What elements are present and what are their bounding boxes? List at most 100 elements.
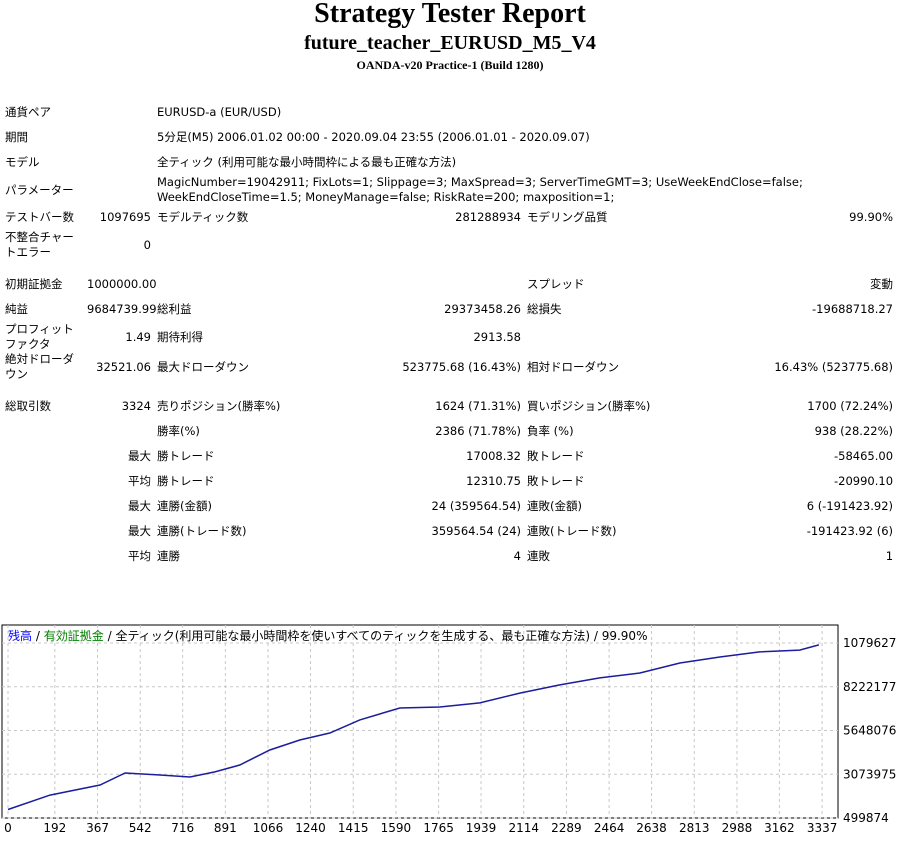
x-tick-label: 716: [171, 821, 194, 835]
field-label: 総利益: [157, 302, 192, 316]
report-row: 平均 連勝 4 連敗 1: [2, 544, 896, 569]
field-value: 平均: [128, 549, 151, 563]
field-label: 絶対ドローダウン: [5, 352, 74, 381]
field-value: 9684739.99: [87, 302, 157, 316]
field-value: 359564.54 (24): [431, 524, 521, 538]
field-value: [336, 272, 524, 297]
field-label: 総損失: [527, 302, 562, 316]
field-label: 勝率(%): [157, 424, 200, 438]
field-label: 初期証拠金: [5, 277, 63, 291]
x-tick-label: 2988: [722, 821, 753, 835]
x-tick-label: 3337: [807, 821, 838, 835]
field-value: [710, 322, 896, 352]
legend-balance: 残高: [8, 628, 32, 643]
row-value: MagicNumber=19042911; FixLots=1; Slippag…: [157, 175, 803, 204]
field-value: 12310.75: [466, 474, 521, 488]
field-value: 29373458.26: [444, 302, 521, 316]
x-tick-label: 1240: [295, 821, 326, 835]
x-tick-label: 3162: [764, 821, 795, 835]
y-tick-label: 3073975: [843, 767, 896, 781]
field-label: 純益: [5, 302, 28, 316]
field-value: 平均: [128, 474, 151, 488]
x-tick-label: 2114: [508, 821, 539, 835]
field-label: 相対ドローダウン: [527, 359, 619, 374]
legend-description: 全ティック(利用可能な最小時間枠を使いすべてのティックを生成する、最も正確な方法…: [115, 628, 647, 643]
row-label: 通貨ペア: [5, 105, 51, 119]
build-info: OANDA-v20 Practice-1 (Build 1280): [356, 58, 544, 72]
report-row: 絶対ドローダウン 32521.06 最大ドローダウン 523775.68 (16.43…: [2, 352, 896, 382]
field-value: 1.49: [125, 329, 151, 344]
legend-separator: /: [36, 629, 41, 643]
row-label: モデル: [5, 155, 40, 169]
balance-chart: 0 192 367 542 716 891 1066 1240 1415 1590 1765 1939…: [1, 624, 896, 835]
x-tick-label: 2813: [679, 821, 710, 835]
field-value: 最大: [128, 524, 151, 538]
row-label: パラメーター: [5, 182, 74, 197]
plot-frame: [1, 624, 839, 819]
field-value: -191423.92 (6): [806, 524, 894, 538]
report-row: プロフィットファクタ 1.49 期待利得 2913.58: [2, 322, 896, 352]
report-row: 通貨ペア EURUSD-a (EUR/USD): [2, 100, 896, 125]
field-value: 24 (359564.54): [431, 499, 521, 513]
field-value: 99.90%: [849, 210, 894, 224]
legend-equity: 有効証拠金: [44, 628, 104, 643]
report-row: 最大 勝トレード 17008.32 敗トレード -58465.00: [2, 444, 896, 469]
report-row: 不整合チャートエラー 0: [2, 230, 896, 260]
row-value: 全ティック (利用可能な最小時間枠による最も正確な方法): [157, 155, 457, 169]
field-value: -20990.10: [833, 474, 894, 488]
field-label: 総取引数: [5, 399, 51, 413]
field-label: 敗トレード: [527, 474, 585, 488]
y-tick-label: 8222177: [843, 680, 896, 694]
field-value: 2386 (71.78%): [435, 424, 521, 438]
field-label: [524, 230, 710, 260]
report-row: 初期証拠金 1000000.00 スプレッド 変動: [2, 272, 896, 297]
field-label: 勝トレード: [157, 474, 215, 488]
field-label: 連勝(トレード数): [157, 524, 247, 538]
row-value: 5分足(M5) 2006.01.02 00:00 - 2020.09.04 23…: [157, 130, 590, 144]
report-row: テストバー数 1097695 モデルティック数 281288934 モデリング品質 99.…: [2, 205, 896, 230]
field-label: [2, 494, 84, 519]
field-value: 16.43% (523775.68): [774, 359, 894, 374]
report-row: 最大 連勝(金額) 24 (359564.54) 連敗(金額) 6 (-191423.9…: [2, 494, 896, 519]
x-tick-label: 2638: [636, 821, 667, 835]
field-value: -58465.00: [833, 449, 894, 463]
field-label: 連勝(金額): [157, 499, 212, 513]
field-value: 281288934: [455, 210, 521, 224]
field-value: 523775.68 (16.43%): [402, 359, 521, 374]
field-label: 連敗: [527, 549, 550, 563]
field-value: 4: [513, 549, 521, 563]
field-label: スプレッド: [527, 277, 585, 291]
field-value: [84, 419, 154, 444]
x-tick-label: 2289: [551, 821, 582, 835]
x-tick-label: 1590: [381, 821, 412, 835]
y-tick-label: 1079627: [843, 636, 896, 650]
x-tick-label: 1765: [423, 821, 454, 835]
row-label: 期間: [5, 130, 28, 144]
field-value: 変動: [870, 277, 894, 291]
field-label: モデルティック数: [157, 210, 249, 224]
report-row: 平均 勝トレード 12310.75 敗トレード -20990.10: [2, 469, 896, 494]
field-value: 1097695: [99, 210, 151, 224]
field-value: [710, 230, 896, 260]
field-label: 負率 (%): [527, 424, 574, 438]
field-label: 連敗(トレード数): [527, 524, 617, 538]
x-tick-label: 367: [86, 821, 109, 835]
field-value: [336, 230, 524, 260]
field-label: [154, 272, 336, 297]
report-subtitle: future_teacher_EURUSD_M5_V4: [304, 32, 596, 54]
spacer: [2, 260, 896, 272]
field-label: 連勝: [157, 549, 180, 563]
field-value: 1: [885, 549, 894, 563]
field-label: 期待利得: [157, 329, 203, 344]
field-label: [2, 544, 84, 569]
legend-separator: /: [108, 629, 113, 643]
field-label: プロフィットファクタ: [5, 322, 74, 351]
field-value: 1624 (71.31%): [435, 399, 521, 413]
field-value: 1700 (72.24%): [807, 399, 894, 413]
report-title: Strategy Tester Report: [314, 0, 586, 29]
field-label: [2, 469, 84, 494]
balance-line: [7, 644, 820, 811]
y-tick-label: 499874: [843, 811, 889, 825]
field-label: 敗トレード: [527, 449, 585, 463]
